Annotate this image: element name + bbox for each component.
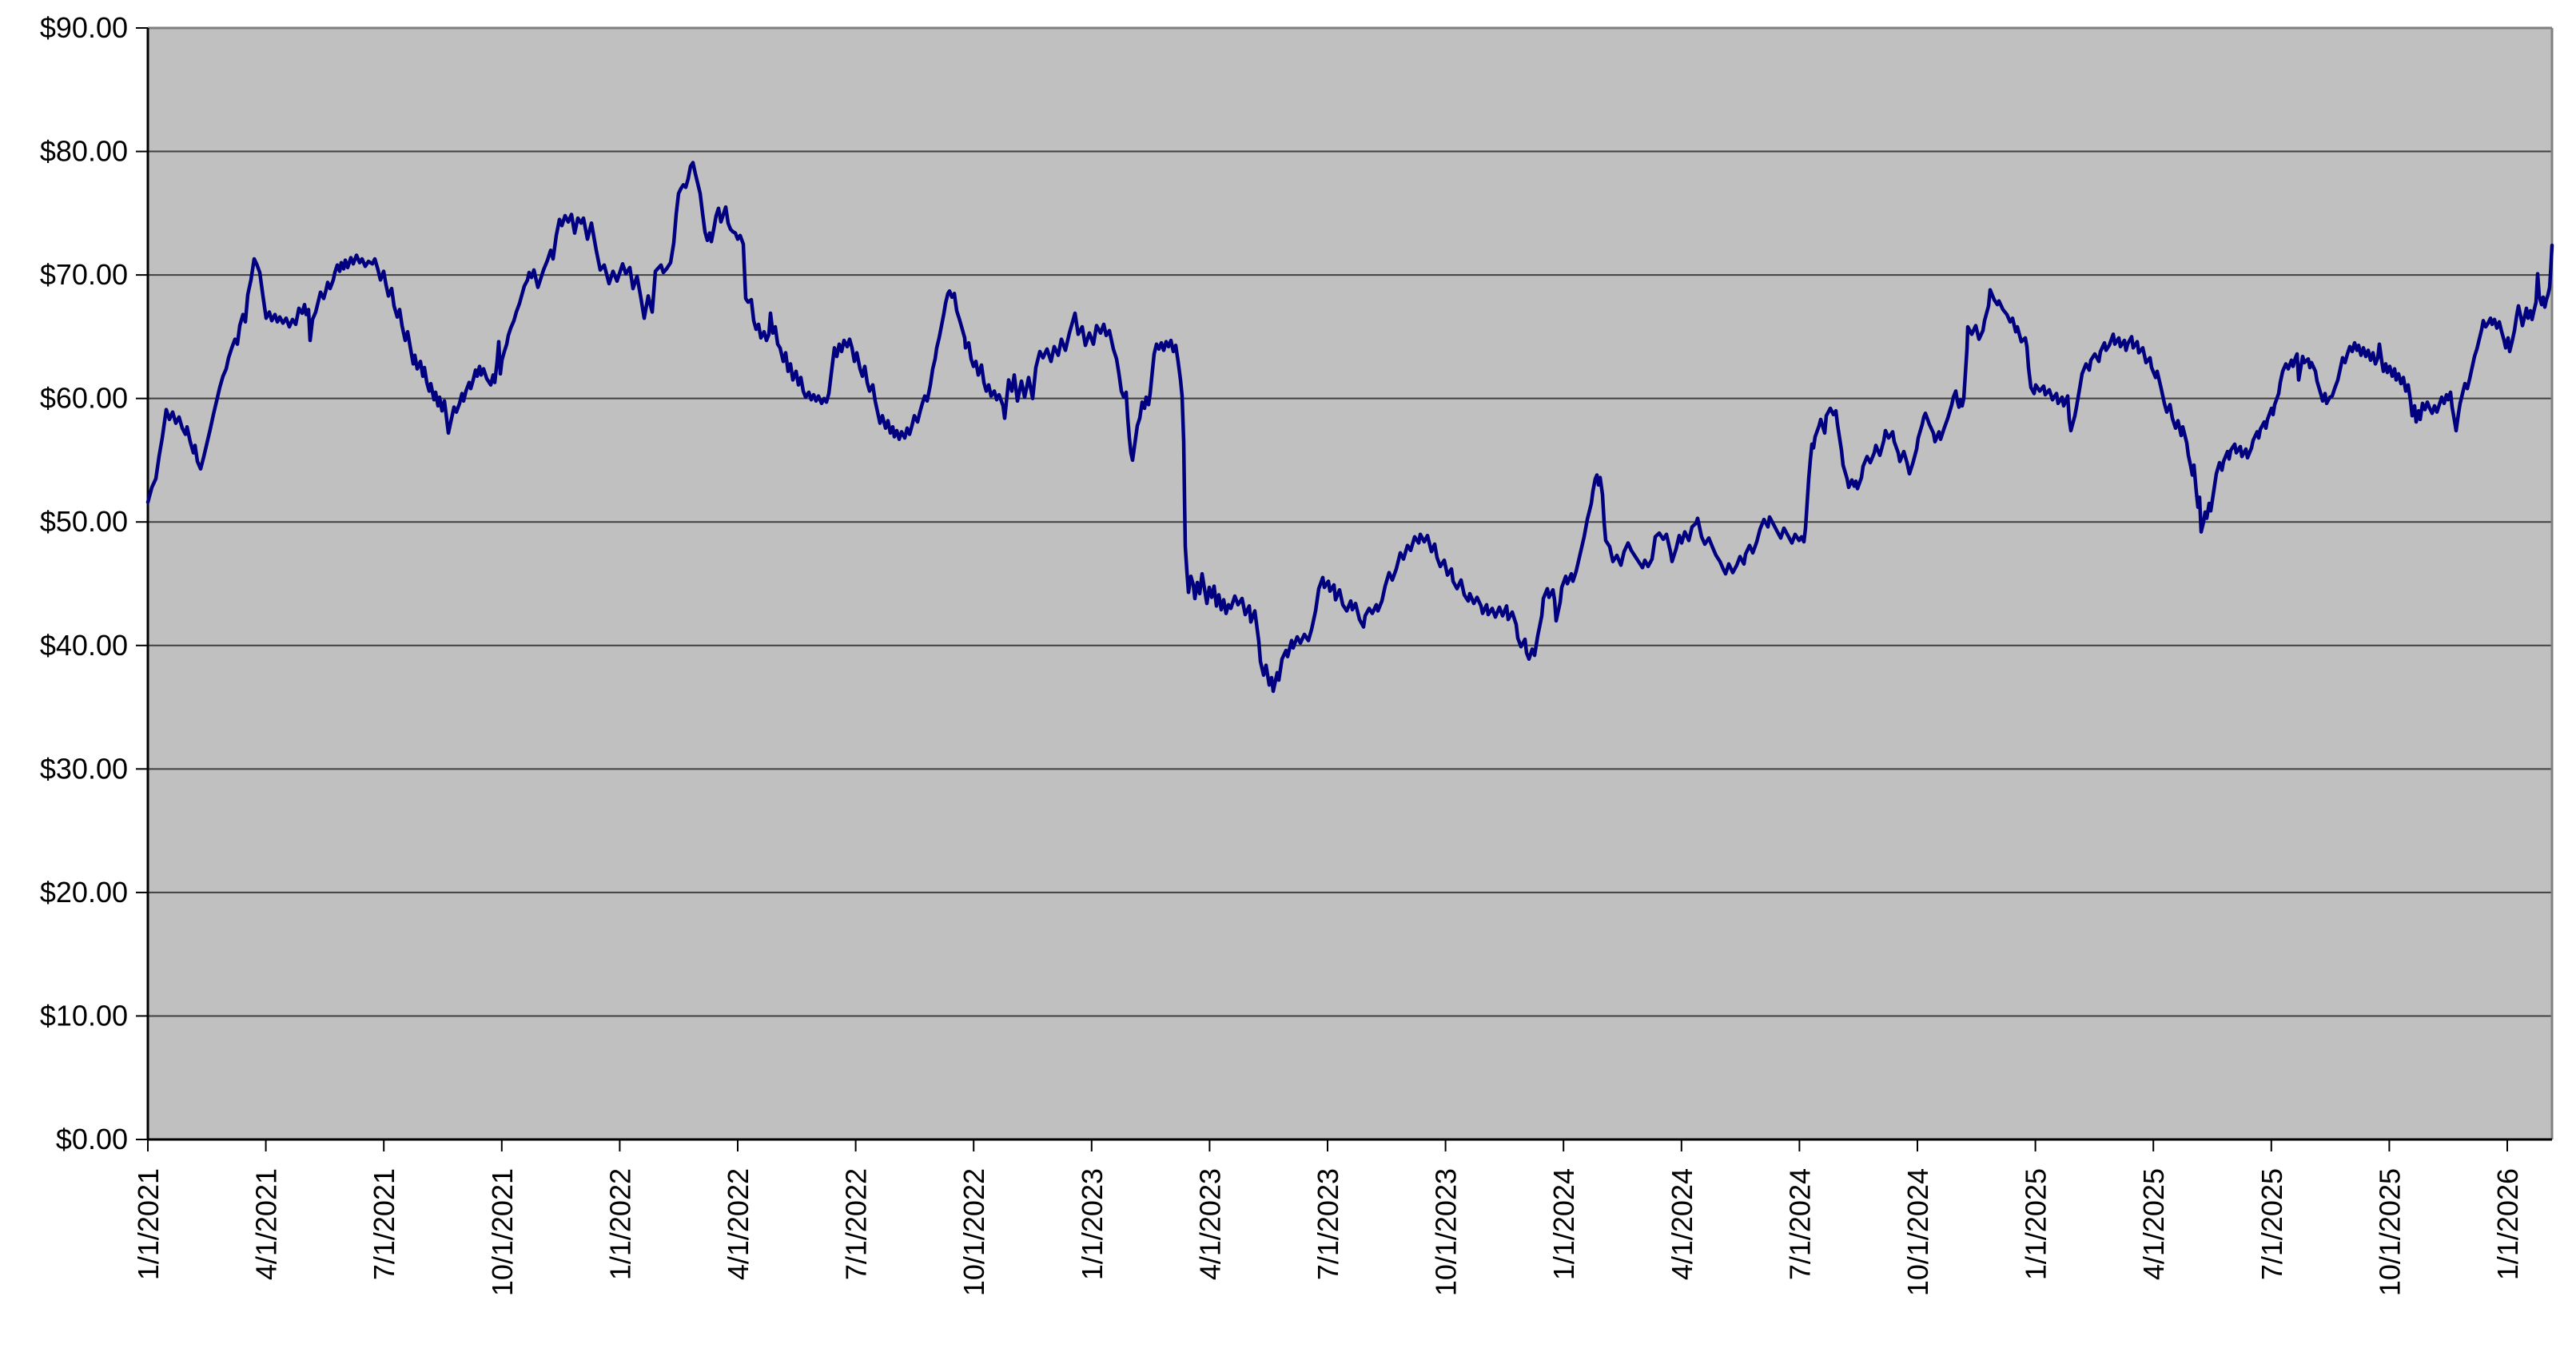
- x-axis-label-0: 1/1/2021: [132, 1168, 165, 1280]
- x-axis-label-2: 7/1/2021: [368, 1168, 400, 1280]
- x-axis-label-19: 10/1/2025: [2373, 1168, 2406, 1296]
- x-axis-label-10: 7/1/2023: [1312, 1168, 1344, 1280]
- x-axis-label-3: 10/1/2021: [486, 1168, 519, 1296]
- x-axis-label-1: 4/1/2021: [250, 1168, 283, 1280]
- x-axis-label-9: 4/1/2023: [1193, 1168, 1226, 1280]
- x-axis-label-18: 7/1/2025: [2255, 1168, 2288, 1280]
- x-axis-label-7: 10/1/2022: [958, 1168, 990, 1296]
- x-axis-label-14: 7/1/2024: [1783, 1168, 1816, 1280]
- y-axis-label-70: $70.00: [40, 258, 128, 291]
- x-axis-label-8: 1/1/2023: [1076, 1168, 1109, 1280]
- x-axis-label-15: 10/1/2024: [1901, 1168, 1934, 1296]
- y-axis-label-40: $40.00: [40, 629, 128, 662]
- plot-area: [148, 28, 2552, 1139]
- y-axis-label-60: $60.00: [40, 382, 128, 415]
- x-axis-label-4: 1/1/2022: [603, 1168, 636, 1280]
- y-axis-label-10: $10.00: [40, 999, 128, 1032]
- y-axis-label-50: $50.00: [40, 505, 128, 538]
- y-axis-label-0: $0.00: [56, 1123, 128, 1155]
- y-axis-label-20: $20.00: [40, 876, 128, 909]
- price-line-series: [145, 161, 2554, 694]
- y-axis-label-30: $30.00: [40, 752, 128, 785]
- x-axis-label-17: 4/1/2025: [2137, 1168, 2170, 1280]
- y-axis-label-80: $80.00: [40, 135, 128, 168]
- x-axis-label-20: 1/1/2026: [2491, 1168, 2524, 1280]
- x-axis-label-5: 4/1/2022: [722, 1168, 754, 1280]
- x-axis-label-6: 7/1/2022: [840, 1168, 873, 1280]
- y-axis-label-90: $90.00: [40, 11, 128, 44]
- x-axis-label-11: 10/1/2023: [1430, 1168, 1463, 1296]
- x-axis-label-16: 1/1/2025: [2020, 1168, 2052, 1280]
- x-axis-label-13: 4/1/2024: [1666, 1168, 1698, 1280]
- x-axis-label-12: 1/1/2024: [1547, 1168, 1580, 1280]
